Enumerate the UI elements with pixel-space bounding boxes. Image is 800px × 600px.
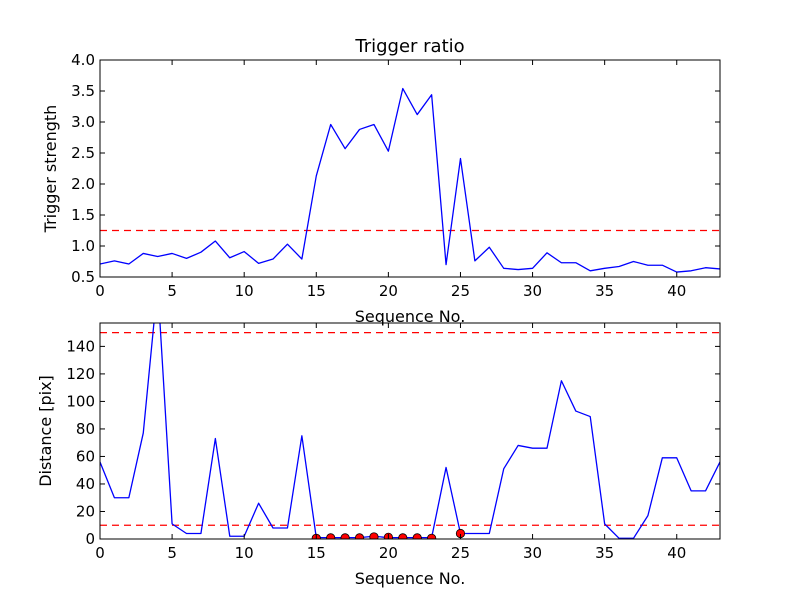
series-line: [100, 323, 720, 539]
x-tick-label: 20: [379, 282, 398, 300]
x-tick-label: 10: [235, 544, 254, 562]
data-point: [326, 533, 336, 539]
x-tick-label: 30: [523, 282, 542, 300]
x-tick-label: 10: [235, 282, 254, 300]
distance-panel: 0 5 10 15 20 25 30 35 40 0 20 40 60 80 100 120 140 Sequen…: [36, 322, 721, 588]
y-tick-label: 120: [66, 365, 95, 383]
x-tick-label: 30: [523, 544, 542, 562]
y-tick-label: 3.5: [71, 82, 95, 100]
data-point: [354, 533, 365, 539]
series-line: [100, 87, 720, 273]
data-point: [427, 533, 437, 539]
data-point: [398, 533, 408, 539]
x-tick-label: 35: [595, 544, 614, 562]
y-axis-label: Trigger strength: [41, 105, 60, 234]
y-tick-label: 3.0: [71, 113, 95, 131]
y-axis-label: Distance [pix]: [36, 375, 55, 487]
x-tick-label: 35: [595, 282, 614, 300]
data-point: [369, 532, 379, 539]
x-axis-label: Sequence No.: [355, 307, 466, 326]
y-tick-label: 1.0: [71, 237, 95, 255]
y-tick-label: 80: [76, 420, 95, 438]
x-axis-label: Sequence No.: [355, 569, 466, 588]
chart-title: Trigger ratio: [354, 36, 464, 57]
x-tick-label: 40: [667, 544, 686, 562]
x-tick-label: 5: [167, 282, 177, 300]
x-tick-label: 15: [307, 282, 326, 300]
y-tick-label: 0.5: [71, 268, 95, 286]
data-point: [412, 533, 422, 539]
x-tick-label: 15: [307, 544, 326, 562]
y-tick-label: 60: [76, 447, 95, 465]
y-tick-label: 0: [85, 530, 95, 548]
y-tick-label: 1.5: [71, 206, 95, 224]
y-tick-label: 140: [66, 337, 95, 355]
x-tick-label: 25: [451, 544, 470, 562]
y-tick-label: 4.0: [71, 51, 95, 69]
x-tick-label: 5: [167, 544, 177, 562]
x-tick-label: 0: [95, 544, 105, 562]
x-tick-label: 25: [451, 282, 470, 300]
x-tick-label: 40: [667, 282, 686, 300]
plot-frame: [99, 322, 721, 540]
x-tick-label: 0: [95, 282, 105, 300]
y-tick-label: 100: [66, 392, 95, 410]
data-point: [340, 533, 350, 539]
x-tick-label: 20: [379, 544, 398, 562]
y-tick-label: 40: [76, 475, 95, 493]
plot-frame: [99, 59, 721, 278]
trigger-ratio-panel: 0 5 10 15 20 25 30 35 40 0.5 1.0 1.5 2.0 2.5 3.0 3.5 4.0…: [41, 36, 721, 326]
y-tick-label: 20: [76, 502, 95, 520]
y-tick-label: 2.0: [71, 175, 95, 193]
y-tick-label: 2.5: [71, 144, 95, 162]
